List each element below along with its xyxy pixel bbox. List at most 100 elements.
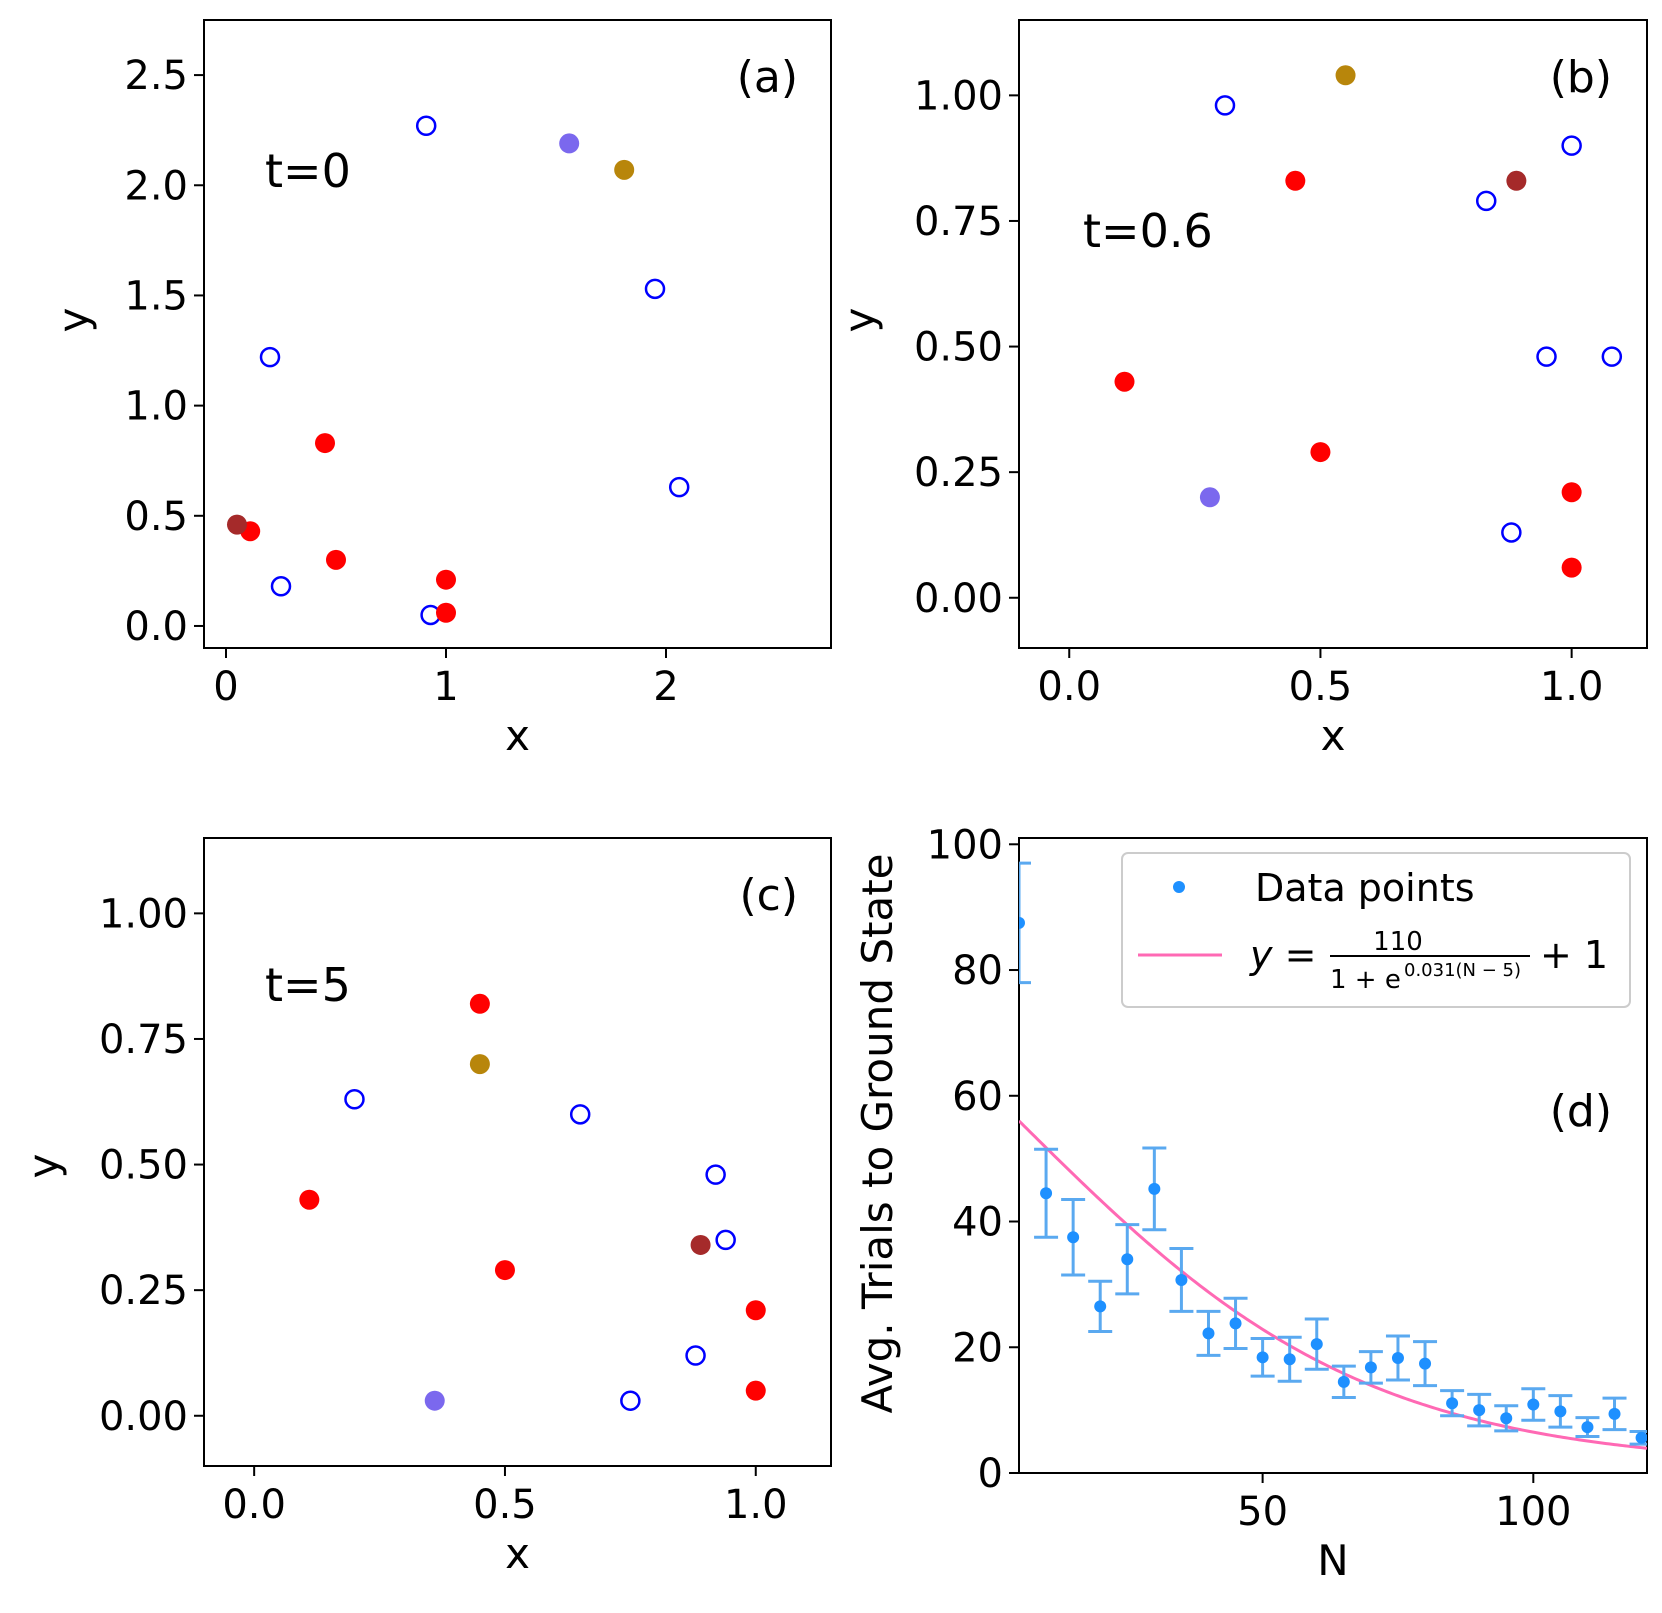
x-tick-label: 1 <box>433 664 458 710</box>
filled-marker <box>1114 371 1135 392</box>
filled-marker <box>469 993 490 1014</box>
panel-b: 0.0 0.5 1.0 0.00 0.25 0.50 0.75 1.00 x y (b) t=0.6 <box>835 19 1648 760</box>
open-marker <box>715 1229 736 1251</box>
filled-marker <box>1561 482 1582 503</box>
open-marker <box>270 576 292 597</box>
open-marker <box>1501 522 1522 543</box>
legend-fit-numerator: 110 <box>1373 927 1423 957</box>
filled-marker <box>1310 442 1331 463</box>
x-tick-label: 0.5 <box>1289 664 1353 710</box>
data-point <box>1148 1182 1161 1195</box>
data-point <box>1067 1231 1080 1244</box>
filled-marker <box>1506 170 1527 191</box>
y-tick-label: 0.75 <box>914 199 1003 245</box>
data-point <box>1391 1351 1404 1364</box>
filled-marker <box>745 1380 766 1401</box>
legend-data-marker <box>1173 881 1185 893</box>
filled-marker <box>1285 170 1306 191</box>
axes-frame <box>203 837 832 1467</box>
filled-marker <box>745 1300 766 1321</box>
y-tick-label: 20 <box>952 1325 1003 1371</box>
x-axis-label: N <box>1317 1536 1348 1585</box>
panel-d: 50 100 0 20 40 60 80 100 N Avg. Trials to Ground … <box>853 822 1648 1585</box>
y-axis-label: Avg. Trials to Ground State <box>853 853 902 1413</box>
data-point <box>1364 1361 1377 1374</box>
data-point <box>1040 1187 1053 1200</box>
open-marker <box>1601 346 1623 367</box>
panel-label: (c) <box>739 870 798 921</box>
data-point <box>1094 1300 1107 1313</box>
x-tick-label: 50 <box>1237 1489 1288 1535</box>
filled-marker <box>494 1260 515 1281</box>
x-tick-label: 0.5 <box>473 1482 537 1528</box>
y-tick-label: 40 <box>952 1200 1003 1246</box>
filled-marker <box>559 133 580 154</box>
y-tick-label: 0.50 <box>914 325 1003 371</box>
filled-marker <box>227 514 247 535</box>
data-point <box>1310 1338 1323 1351</box>
data-point <box>1337 1375 1350 1388</box>
open-marker <box>644 278 666 300</box>
filled-marker <box>436 602 456 623</box>
y-tick-label: 0.00 <box>99 1394 188 1440</box>
filled-marker <box>1561 557 1582 578</box>
open-marker <box>1214 95 1236 116</box>
open-marker <box>1536 346 1557 367</box>
filled-marker <box>1199 487 1220 508</box>
legend-fit-prefix: y = <box>1249 933 1316 977</box>
filled-marker <box>326 549 346 570</box>
y-tick-label: 1.00 <box>99 891 188 937</box>
time-annotation: t=0 <box>265 144 351 198</box>
data-point <box>1581 1421 1594 1434</box>
y-axis-label: y <box>49 308 98 333</box>
data-point <box>1229 1317 1242 1330</box>
y-tick-label: 1.0 <box>124 384 188 430</box>
y-tick-label: 0.0 <box>124 604 188 650</box>
x-tick-label: 0.0 <box>1037 664 1101 710</box>
filled-marker <box>469 1054 490 1075</box>
x-tick-label: 0 <box>213 664 238 710</box>
legend: Data points y = 110 1 + e 0.031(N − 5) +… <box>1121 852 1631 1008</box>
y-axis-label: y <box>19 1154 68 1179</box>
y-axis-label: y <box>835 308 884 333</box>
data-point <box>1121 1253 1134 1266</box>
data-point <box>1256 1351 1269 1364</box>
fit-line <box>1019 1119 1647 1450</box>
filled-marker <box>690 1234 711 1255</box>
plot-area <box>1019 861 1647 1450</box>
axes-frame <box>203 19 832 649</box>
data-point <box>1175 1273 1188 1286</box>
open-marker <box>620 1390 641 1411</box>
y-tick-label: 0.25 <box>914 450 1003 496</box>
panel-label: (d) <box>1550 1086 1612 1137</box>
x-axis-label: x <box>1321 711 1346 760</box>
time-annotation: t=5 <box>265 958 351 1012</box>
panel-label: (a) <box>737 52 798 103</box>
y-tick-label: 0.00 <box>914 576 1003 622</box>
data-point <box>1500 1412 1513 1425</box>
axes-frame <box>1018 837 1648 1474</box>
y-tick-label: 2.0 <box>124 163 188 209</box>
data-point <box>1527 1398 1540 1411</box>
legend-fit-denominator-base: 1 + e <box>1330 965 1401 995</box>
data-point <box>1446 1397 1459 1410</box>
open-marker <box>705 1164 726 1185</box>
open-marker <box>344 1088 365 1110</box>
y-tick-label: 0.5 <box>124 494 188 540</box>
y-tick-label: 1.5 <box>124 273 188 319</box>
y-tick-label: 2.5 <box>124 53 188 99</box>
data-point <box>1019 916 1025 929</box>
y-tick-label: 100 <box>927 822 1003 868</box>
open-marker <box>685 1345 706 1366</box>
filled-marker <box>424 1390 445 1411</box>
data-point <box>1202 1327 1215 1340</box>
filled-marker <box>614 159 635 180</box>
open-marker <box>415 115 437 137</box>
y-tick-label: 0 <box>978 1451 1003 1497</box>
x-axis-label: x <box>505 711 530 760</box>
data-point <box>1419 1357 1432 1370</box>
time-annotation: t=0.6 <box>1083 204 1213 258</box>
y-tick-label: 1.00 <box>914 73 1003 119</box>
y-tick-label: 0.75 <box>99 1017 188 1063</box>
legend-data-label: Data points <box>1255 866 1475 910</box>
